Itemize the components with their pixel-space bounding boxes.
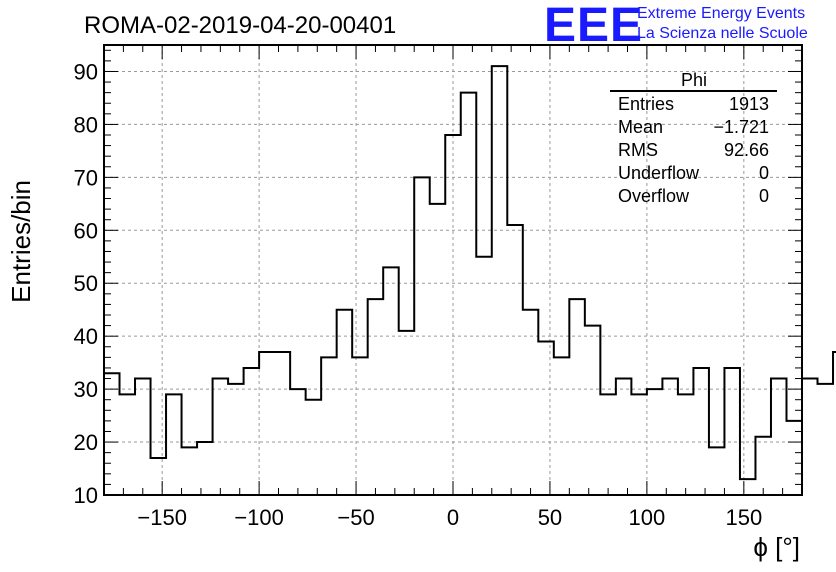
stats-value: 0 <box>759 186 769 206</box>
y-tick-label: 30 <box>74 377 98 402</box>
x-axis-label: ϕ [°] <box>753 532 800 562</box>
axis-ticks <box>103 45 803 496</box>
x-tick-label: 0 <box>447 505 459 530</box>
x-tick-labels: −150 −100 −50 0 50 100 150 <box>137 505 762 530</box>
stats-value: −1.721 <box>713 117 769 137</box>
x-tick-label: 100 <box>629 505 666 530</box>
x-tick-label: −50 <box>337 505 374 530</box>
stats-label: Mean <box>618 117 663 137</box>
stats-box: Phi Entries 1913 Mean −1.721 RMS 92.66 Underfl… <box>610 70 777 206</box>
stats-label: Entries <box>618 94 674 114</box>
x-tick-label: 50 <box>538 505 562 530</box>
eee-logo-line1: Extreme Energy Events <box>637 5 805 22</box>
chart-title: ROMA-02-2019-04-20-00401 <box>84 12 396 39</box>
eee-logo-line2: La Scienza nelle Scuole <box>637 25 808 42</box>
stats-value: 1913 <box>729 94 769 114</box>
x-tick-label: −100 <box>234 505 284 530</box>
histogram-outline <box>104 65 836 481</box>
y-axis-label: Entries/bin <box>6 180 36 303</box>
eee-logo: EEE Extreme Energy Events La Scienza nel… <box>544 0 808 52</box>
y-tick-labels: 10 20 30 40 50 60 70 80 90 <box>74 59 98 508</box>
y-tick-label: 80 <box>74 112 98 137</box>
y-tick-label: 10 <box>74 483 98 508</box>
y-tick-label: 20 <box>74 430 98 455</box>
stats-label: RMS <box>618 140 658 160</box>
stats-value: 92.66 <box>724 140 769 160</box>
y-tick-label: 70 <box>74 165 98 190</box>
grid-lines <box>104 45 802 496</box>
eee-logo-mark: EEE <box>544 0 643 52</box>
y-tick-label: 60 <box>74 218 98 243</box>
stats-label: Underflow <box>618 163 700 183</box>
y-tick-label: 40 <box>74 324 98 349</box>
stats-value: 0 <box>759 163 769 183</box>
x-tick-label: 150 <box>725 505 762 530</box>
stats-rows: Entries 1913 Mean −1.721 RMS 92.66 Underflow 0 O… <box>618 94 769 206</box>
stats-title: Phi <box>681 70 707 90</box>
y-tick-label: 50 <box>74 271 98 296</box>
x-tick-label: −150 <box>137 505 187 530</box>
y-tick-label: 90 <box>74 59 98 84</box>
stats-label: Overflow <box>618 186 690 206</box>
